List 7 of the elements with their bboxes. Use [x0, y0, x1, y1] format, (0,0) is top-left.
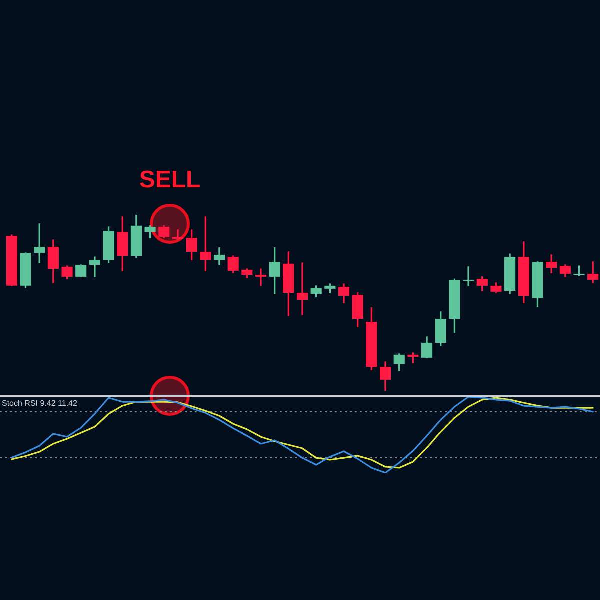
candlestick	[89, 256, 100, 278]
candlestick	[172, 230, 184, 240]
chart-title: Stoch RSI 9.42 11.42	[2, 399, 78, 408]
text: SELL	[139, 166, 201, 194]
candlestick	[255, 268, 267, 286]
candlestick	[296, 262, 308, 316]
candlestick	[463, 266, 474, 286]
